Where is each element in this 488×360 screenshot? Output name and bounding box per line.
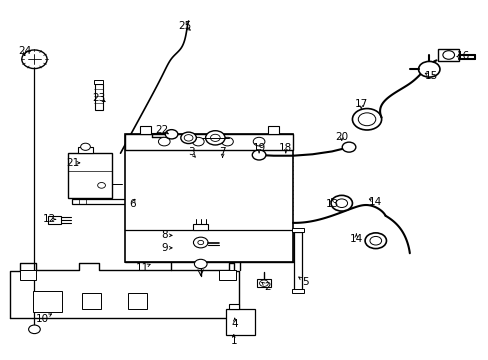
Circle shape [352,109,381,130]
Text: 14: 14 [349,234,362,244]
Text: 11: 11 [136,262,149,273]
Text: 24: 24 [18,46,31,56]
Circle shape [192,137,203,146]
Circle shape [165,130,178,139]
Text: 5: 5 [302,277,308,287]
Circle shape [253,137,264,146]
Text: 2: 2 [264,282,271,292]
Bar [293,232,301,291]
Circle shape [442,51,454,59]
Circle shape [330,195,352,211]
Bar [72,199,224,204]
Bar [95,84,102,111]
Circle shape [365,233,386,249]
Circle shape [342,142,355,152]
Circle shape [22,50,47,68]
Circle shape [252,150,265,160]
Circle shape [259,280,268,287]
Circle shape [221,137,233,146]
Bar [94,80,103,84]
Text: 20: 20 [334,132,347,142]
Bar [140,126,150,134]
Circle shape [194,259,206,269]
Text: 4: 4 [231,319,238,329]
Text: 23: 23 [92,93,105,103]
Text: 19: 19 [252,143,265,153]
Bar [228,304,238,309]
Circle shape [158,137,170,146]
Circle shape [198,240,203,245]
Bar [68,153,112,198]
Circle shape [193,237,207,248]
Text: 14: 14 [368,197,382,207]
Text: 21: 21 [66,158,80,168]
Circle shape [98,183,105,188]
Bar [219,270,235,280]
Text: 18: 18 [279,143,292,153]
Bar [81,293,101,309]
Bar [125,134,292,262]
Text: 17: 17 [354,99,367,109]
Bar [127,293,147,309]
Text: 6: 6 [129,199,136,209]
Text: 10: 10 [36,314,49,324]
Circle shape [369,237,381,245]
Text: 9: 9 [161,243,167,253]
Bar [257,279,270,287]
Text: 15: 15 [424,71,437,81]
Text: 22: 22 [155,125,168,135]
Bar [437,49,458,62]
Text: 25: 25 [178,21,191,31]
Text: 3: 3 [187,147,194,157]
Circle shape [29,325,40,334]
Circle shape [205,131,224,145]
Circle shape [181,132,196,144]
Text: 12: 12 [42,214,56,224]
Bar [33,291,62,312]
Bar [125,134,292,150]
Text: 1: 1 [230,337,237,346]
Circle shape [184,135,193,141]
Circle shape [335,199,347,207]
Text: 7: 7 [219,147,225,157]
Bar [225,309,255,336]
Bar [291,289,303,293]
Text: 16: 16 [456,51,469,61]
Bar [291,228,303,232]
Circle shape [418,62,439,77]
Text: 8: 8 [161,230,167,240]
Text: 13: 13 [325,199,338,209]
Circle shape [210,134,220,141]
Bar [78,147,93,153]
Circle shape [358,113,375,126]
Circle shape [81,143,90,150]
Bar [193,224,207,230]
Bar [47,216,61,224]
Bar [267,126,278,134]
Bar [20,270,36,280]
